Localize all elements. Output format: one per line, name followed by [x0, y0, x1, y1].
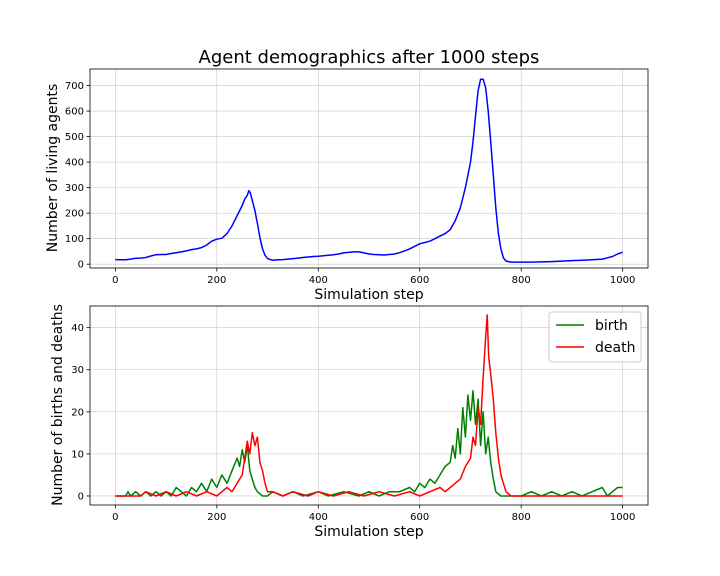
top-y-tick-label: 600: [65, 107, 84, 118]
top-series-layer: [115, 78, 623, 263]
top-x-axis-label: Simulation step: [314, 287, 423, 303]
bottom-y-tick-label: 0: [78, 491, 84, 502]
top-x-tick-label: 800: [512, 275, 531, 286]
top-y-tick-label: 400: [65, 158, 84, 169]
top-y-tick-label: 200: [65, 209, 84, 220]
top-chart-title: Agent demographics after 1000 steps: [199, 47, 540, 68]
bottom-x-axis-label: Simulation step: [314, 524, 423, 540]
top-y-tick-label: 500: [65, 132, 84, 143]
top-x-tick-label: 600: [410, 275, 429, 286]
bottom-x-tick-label: 600: [410, 512, 429, 523]
bottom-x-tick-label: 1000: [610, 512, 635, 523]
bottom-y-tick-label: 30: [71, 365, 84, 376]
bottom-x-tick-label: 400: [309, 512, 328, 523]
legend: birth death: [548, 311, 642, 363]
top-series-living-agents-line: [115, 78, 623, 263]
bottom-axes: 0 200 400 600 800 1000 0 10 20 30 40 Simulation st…: [50, 304, 649, 540]
bottom-series-layer: [115, 314, 623, 497]
top-y-tick-label: 0: [78, 260, 84, 271]
top-y-tick-label: 300: [65, 183, 84, 194]
bottom-y-tick-label: 20: [71, 407, 84, 418]
bottom-x-tick-label: 200: [207, 512, 226, 523]
bottom-y-axis-label: Number of births and deaths: [50, 304, 66, 506]
bottom-x-tick-label: 0: [112, 512, 118, 523]
top-axes: 0 200 400 600 800 10000100200300400500600700 …: [45, 47, 649, 303]
bottom-y-tick-label: 40: [71, 323, 84, 334]
top-x-tick-label: 400: [309, 275, 328, 286]
top-ticks: 0 200 400 600 800 1000 0 100 200 300 400 500 600 700: [65, 81, 635, 286]
bottom-series-birth-line: [115, 390, 623, 497]
top-axes-frame: [89, 68, 649, 269]
top-y-tick-label: 700: [65, 81, 84, 92]
top-y-axis-label: Number of living agents: [45, 84, 61, 253]
legend-death-label: death: [595, 340, 635, 356]
top-grid: [90, 69, 648, 268]
top-y-tick-label: 100: [65, 234, 84, 245]
bottom-x-tick-label: 800: [512, 512, 531, 523]
bottom-y-tick-label: 10: [71, 449, 84, 460]
top-x-tick-label: 1000: [610, 275, 635, 286]
bottom-series-death-line: [115, 314, 623, 497]
top-x-tick-label: 200: [207, 275, 226, 286]
bottom-axes-frame: [89, 305, 649, 506]
bottom-ticks: 0 200 400 600 800 1000 0 10 20 30 40: [71, 323, 635, 523]
top-x-tick-label: 0: [112, 275, 118, 286]
legend-birth-label: birth: [595, 318, 628, 334]
